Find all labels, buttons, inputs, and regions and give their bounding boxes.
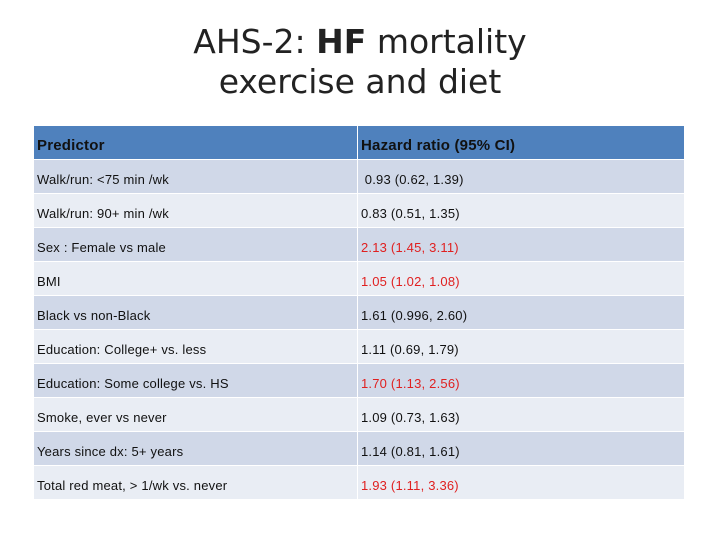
predictor-cell: Smoke, ever vs never — [34, 398, 358, 431]
hazard-ratio-cell: 1.61 (0.996, 2.60) — [361, 308, 468, 323]
hazard-ratio-table: Predictor Hazard ratio (95% CI) Walk/run… — [34, 126, 684, 500]
predictor-cell: Walk/run: 90+ min /wk — [34, 194, 358, 227]
predictor-cell: Sex : Female vs male — [34, 228, 358, 261]
predictor-cell: Years since dx: 5+ years — [34, 432, 358, 465]
predictor-cell: Total red meat, > 1/wk vs. never — [34, 466, 358, 499]
hazard-ratio-cell: 0.83 (0.51, 1.35) — [361, 206, 460, 221]
hazard-ratio-cell: 1.11 (0.69, 1.79) — [361, 342, 459, 357]
table-row: Total red meat, > 1/wk vs. never 1.93 (1.… — [34, 466, 684, 500]
slide-title: AHS-2: HF mortality exercise and diet — [0, 22, 720, 102]
table-row: Education: College+ vs. less 1.11 (0.69, … — [34, 330, 684, 364]
hazard-ratio-cell: 1.05 (1.02, 1.08) — [361, 274, 460, 289]
table-header-row: Predictor Hazard ratio (95% CI) — [34, 126, 684, 160]
table-row: Education: Some college vs. HS 1.70 (1.13… — [34, 364, 684, 398]
title-prefix: AHS-2: — [193, 22, 317, 61]
table-row: Years since dx: 5+ years 1.14 (0.81, 1.61… — [34, 432, 684, 466]
table-row: Sex : Female vs male 2.13 (1.45, 3.11) — [34, 228, 684, 262]
table-row: Walk/run: 90+ min /wk 0.83 (0.51, 1.35) — [34, 194, 684, 228]
title-line-2: exercise and diet — [218, 62, 502, 101]
title-suffix: mortality — [366, 22, 527, 61]
predictor-cell: Black vs non-Black — [34, 296, 358, 329]
predictor-cell: Walk/run: <75 min /wk — [34, 160, 358, 193]
table-row: Smoke, ever vs never 1.09 (0.73, 1.63) — [34, 398, 684, 432]
predictor-cell: BMI — [34, 262, 358, 295]
hazard-ratio-cell: 1.09 (0.73, 1.63) — [361, 410, 460, 425]
hazard-ratio-cell: 1.70 (1.13, 2.56) — [361, 376, 460, 391]
table-row: BMI 1.05 (1.02, 1.08) — [34, 262, 684, 296]
title-bold-hf: HF — [316, 22, 367, 61]
table-body: Walk/run: <75 min /wk 0.93 (0.62, 1.39) W… — [34, 160, 684, 500]
table-row: Black vs non-Black 1.61 (0.996, 2.60) — [34, 296, 684, 330]
hazard-ratio-cell: 1.14 (0.81, 1.61) — [361, 444, 460, 459]
header-predictor: Predictor — [34, 126, 358, 159]
hazard-ratio-cell: 2.13 (1.45, 3.11) — [361, 240, 459, 255]
hazard-ratio-cell: 0.93 (0.62, 1.39) — [361, 172, 464, 187]
header-hazard-ratio: Hazard ratio (95% CI) — [361, 137, 516, 154]
predictor-cell: Education: Some college vs. HS — [34, 364, 358, 397]
predictor-cell: Education: College+ vs. less — [34, 330, 358, 363]
hazard-ratio-cell: 1.93 (1.11, 3.36) — [361, 478, 459, 493]
title-line-1: AHS-2: HF mortality — [0, 22, 720, 62]
table-row: Walk/run: <75 min /wk 0.93 (0.62, 1.39) — [34, 160, 684, 194]
